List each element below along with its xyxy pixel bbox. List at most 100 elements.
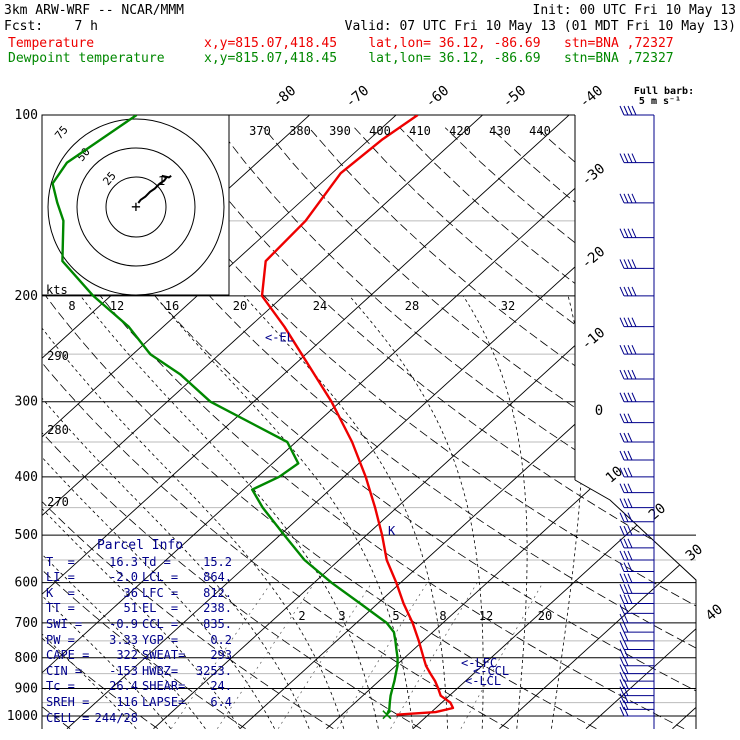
wind-barb-flag (623, 286, 629, 297)
temperature-trace (260, 115, 455, 716)
wind-barb-flag (631, 153, 637, 163)
parcel-cell: Tc = (46, 679, 75, 694)
parcel-cell: 0.2 (210, 632, 232, 647)
moist-adiabat (243, 295, 448, 729)
level-marker: K (388, 524, 396, 538)
thetae-label: 8 (68, 299, 75, 313)
pressure-tick-label: 100 (15, 108, 38, 123)
wind-barb-flag (619, 693, 625, 703)
barb-scale-units: 5 m s⁻¹ (639, 96, 681, 107)
wind-barb-flag (623, 550, 629, 561)
parcel-row: LI = -2.0 LCL = 864. (46, 570, 234, 586)
wind-barb-flag (623, 584, 629, 594)
wind-barb-flag (623, 562, 629, 572)
hodograph-units: kts (46, 283, 68, 297)
theta-label: 410 (409, 124, 431, 138)
wind-barb-flag (627, 573, 633, 583)
wind-barb-flag (623, 648, 629, 658)
wind-barb-flag (623, 467, 629, 478)
parcel-row: SWI = -0.9 CCL = 835. (46, 617, 234, 633)
parcel-cell: T = (46, 554, 75, 569)
parcel-info-title: Parcel Info (96, 538, 184, 553)
level-marker: <-CCL (473, 664, 509, 678)
dry-adiabat (81, 127, 696, 729)
mixing-ratio-label: 12 (479, 609, 493, 623)
wind-barb-flag (619, 413, 625, 423)
wind-barb-flag (627, 259, 633, 269)
dewpoint-legend: Dewpoint temperature (8, 51, 165, 66)
dry-adiabat (172, 127, 696, 729)
wind-barb-flag (619, 450, 625, 461)
wind-barb-flag (623, 631, 629, 642)
isotherm-line (672, 115, 696, 729)
wind-barb-flag (623, 525, 629, 536)
theta-label: 290 (47, 349, 69, 363)
isotherm-line (326, 115, 696, 729)
wind-barb-flag (619, 562, 625, 572)
wind-barb-flag (627, 512, 633, 522)
parcel-row: K = 36 LFC = 812. (46, 586, 234, 602)
pressure-tick-label: 900 (15, 681, 38, 696)
isotherm-line (42, 115, 687, 729)
dry-adiabat (626, 127, 696, 729)
parcel-cell: LAPSE= (142, 694, 186, 709)
dewpoint-location: x,y=815.07,418.45 lat,lon= 36.12, -86.69… (204, 51, 674, 66)
grid-labels: -80 -70 -60 -50 -40 -30 -20 -10 0 10 20 30 40 370 380 3… (47, 83, 726, 688)
mixing-ratio-line (460, 582, 544, 729)
isotherm-label: 10 (603, 463, 626, 486)
surface-marker (382, 710, 392, 720)
isotherm-line (412, 115, 696, 729)
wind-barb-flag (631, 259, 637, 269)
wind-barb-flag (627, 450, 633, 461)
wind-barb-flag (627, 369, 633, 380)
theta-label: 420 (449, 124, 471, 138)
wind-barb-flag (619, 622, 625, 633)
thetae-label: 12 (110, 299, 124, 313)
mixing-ratio-label: 8 (439, 609, 446, 623)
hodograph-center: + (131, 197, 141, 216)
parcel-row: CELL = 244/28 (46, 711, 234, 727)
wind-barb-flag (619, 640, 625, 650)
wind-barb-flag (623, 317, 629, 327)
wind-barb-flag (627, 483, 633, 493)
parcel-cell: -2.0 (109, 570, 138, 585)
wind-barb-flag (627, 525, 633, 536)
wind-barb-flag (619, 664, 625, 674)
hodograph-trace (137, 174, 172, 204)
parcel-cell: SWI = (46, 616, 83, 631)
parcel-cell: 3.33 (109, 632, 138, 647)
wind-barb-flag (619, 432, 625, 443)
parcel-row: TT = 51 EL = 238. (46, 601, 234, 617)
wind-barb-flag (627, 562, 633, 572)
wind-barb-flag (619, 550, 625, 561)
wind-barb-flag (631, 286, 637, 297)
dry-adiabat (671, 127, 696, 729)
wind-barb-flag (627, 392, 633, 402)
wind-barb-flag (631, 344, 637, 355)
parcel-cell: Td = (142, 554, 171, 569)
moist-adiabat (42, 295, 206, 729)
dry-adiabat (490, 127, 696, 729)
parcel-row: SREH = 116 LAPSE= 6.4 (46, 695, 234, 711)
forecast-hour: Fcst: 7 h (4, 19, 98, 34)
dry-adiabat (42, 127, 334, 729)
wind-barb-flag (623, 622, 629, 633)
wind-barb-flag (619, 631, 625, 642)
pressure-tick-label: 400 (15, 470, 38, 485)
dry-adiabat (42, 127, 685, 729)
wind-barb-flag (619, 604, 625, 614)
parcel-cell: CCL = (142, 616, 179, 631)
parcel-cell: K = (46, 585, 75, 600)
parcel-row: PW = 3.33 YGP = 0.2 (46, 633, 234, 649)
pressure-tick-label: 200 (15, 289, 38, 304)
level-marker: <-LCL (465, 674, 501, 688)
pressure-tick-label: 1000 (7, 709, 38, 724)
moist-adiabat (154, 295, 414, 729)
dry-adiabat (263, 127, 696, 729)
wind-barb-flag (627, 594, 633, 604)
wind-barb-flag (619, 392, 625, 402)
init-time: Init: 00 UTC Fri 10 May 13 (532, 3, 737, 18)
isotherm-label: -20 (579, 244, 609, 273)
isotherm-label: -70 (343, 83, 373, 112)
